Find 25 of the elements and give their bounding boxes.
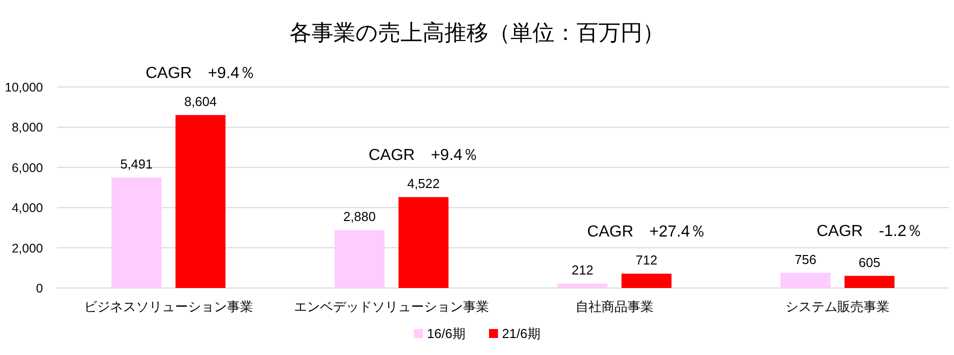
annotation: CAGR +9.4％	[368, 147, 478, 164]
y-tick-label: 8,000	[12, 120, 44, 135]
y-tick-label: 6,000	[12, 160, 44, 175]
x-tick-label: システム販売事業	[786, 299, 890, 314]
data-label: 756	[794, 252, 816, 267]
x-tick-label: 自社商品事業	[576, 299, 654, 314]
data-label: 212	[572, 262, 594, 278]
text: CAGR +9.4％	[146, 65, 256, 82]
y-tick-label: 4,000	[12, 201, 44, 216]
annotation: CAGR -1.2％	[816, 222, 922, 240]
y-tick-label: 10,000	[4, 80, 44, 94]
chart-title: 各事業の売上高推移（単位：百万円）	[290, 20, 664, 45]
x-tick-label: エンベデッドソリューション事業	[294, 299, 489, 314]
data-label: 8,604	[184, 94, 217, 110]
data-label: 712	[636, 252, 658, 268]
legend-label: 21/6期	[502, 326, 540, 341]
legend-label: 16/6期	[427, 326, 466, 341]
y-tick-label: 2,000	[12, 241, 44, 256]
annotation: CAGR +27.4％	[587, 224, 706, 241]
data-label: 4,522	[407, 176, 440, 192]
data-label: 2,880	[343, 209, 376, 224]
data-label: 5,491	[120, 156, 153, 172]
y-tick-label: 0	[36, 282, 44, 296]
x-tick-label: ビジネスソリューション事業	[84, 299, 253, 314]
data-label: 605	[858, 254, 880, 270]
